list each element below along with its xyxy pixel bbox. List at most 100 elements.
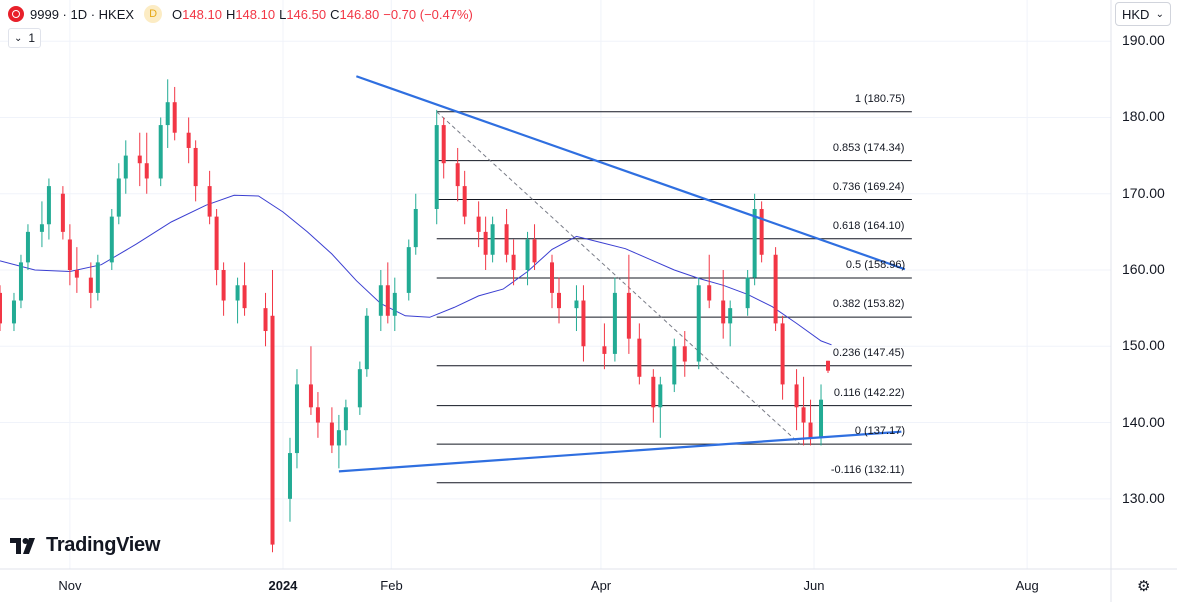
candle-body bbox=[123, 155, 128, 179]
grid-lines bbox=[0, 0, 1111, 569]
candle bbox=[336, 414, 341, 469]
candle-body bbox=[626, 292, 631, 339]
candle bbox=[343, 399, 348, 446]
candle bbox=[794, 369, 799, 431]
candle bbox=[329, 407, 334, 454]
high-label: H bbox=[225, 6, 236, 22]
candle-body bbox=[263, 308, 268, 332]
candle-body bbox=[752, 208, 757, 278]
candle-body bbox=[550, 262, 555, 293]
candle bbox=[221, 262, 226, 316]
candle-body bbox=[602, 346, 607, 354]
candle-body bbox=[637, 338, 642, 377]
indicator-count: 1 bbox=[28, 31, 36, 45]
candle-body bbox=[612, 292, 617, 354]
candle bbox=[109, 208, 114, 271]
candle bbox=[626, 254, 631, 354]
data-delay-badge[interactable]: D bbox=[144, 5, 163, 23]
candle-body bbox=[476, 216, 481, 232]
candle bbox=[39, 201, 44, 248]
retracement-diagonal bbox=[436, 111, 801, 445]
candle-body bbox=[808, 422, 813, 438]
candle-body bbox=[651, 376, 656, 408]
candle-body bbox=[532, 239, 537, 263]
candle bbox=[116, 163, 121, 225]
symbol-info[interactable]: 9999 · 1D · HKEX bbox=[30, 6, 135, 22]
x-tick-label: Nov bbox=[58, 578, 82, 593]
candle-body bbox=[574, 300, 579, 309]
open-label: O bbox=[172, 6, 183, 22]
high-value: 148.10 bbox=[235, 6, 276, 22]
candle-body bbox=[165, 102, 170, 126]
candle bbox=[123, 140, 128, 194]
candle-body bbox=[287, 453, 292, 499]
candle-body bbox=[441, 125, 446, 164]
candle bbox=[193, 140, 198, 202]
moving-average bbox=[0, 194, 832, 346]
candle-body bbox=[294, 384, 299, 454]
symbol-header[interactable]: 9999 · 1D · HKEX D O 148.10 H 148.10 L 1… bbox=[8, 4, 477, 24]
candle-body bbox=[672, 346, 677, 385]
trendlines[interactable] bbox=[338, 75, 906, 473]
candle bbox=[773, 247, 778, 332]
x-tick-label: Jun bbox=[803, 578, 825, 593]
candle bbox=[385, 262, 390, 324]
candle bbox=[574, 285, 579, 332]
candle bbox=[186, 117, 191, 164]
candle-body bbox=[780, 323, 785, 385]
candle-body bbox=[336, 430, 341, 446]
low-value: 146.50 bbox=[286, 6, 327, 22]
candle-body bbox=[67, 239, 72, 271]
candle bbox=[801, 376, 806, 446]
fib-level-label: 1 (180.75) bbox=[854, 92, 905, 105]
y-tick-label: 150.00 bbox=[1122, 337, 1165, 354]
candle bbox=[696, 277, 701, 370]
candle bbox=[315, 392, 320, 438]
candle-body bbox=[658, 384, 663, 408]
open-value: 148.10 bbox=[182, 6, 222, 22]
candle-body bbox=[682, 346, 687, 362]
candle-body bbox=[707, 285, 712, 301]
candle-body bbox=[186, 132, 191, 148]
fib-level-label: 0.618 (164.10) bbox=[832, 219, 905, 232]
candle-body bbox=[490, 224, 495, 255]
candle-body bbox=[39, 224, 44, 232]
candle bbox=[455, 147, 460, 202]
candle bbox=[819, 384, 824, 446]
candle bbox=[525, 231, 530, 286]
candle bbox=[581, 285, 586, 362]
fib-level-label: 0.382 (153.82) bbox=[832, 298, 905, 311]
candle-body bbox=[728, 308, 733, 324]
candle bbox=[214, 208, 219, 286]
candle-body bbox=[207, 186, 212, 217]
candle-body bbox=[696, 285, 701, 362]
candle bbox=[308, 346, 313, 415]
chart-settings-icon[interactable]: ⚙ bbox=[1137, 578, 1151, 595]
candle-body bbox=[109, 216, 114, 263]
candle-body bbox=[392, 292, 397, 316]
candle-body bbox=[95, 262, 100, 293]
y-tick-label: 130.00 bbox=[1122, 489, 1165, 506]
candle-body bbox=[455, 163, 460, 187]
candle bbox=[25, 224, 30, 271]
candle bbox=[263, 292, 268, 347]
candle-body bbox=[721, 300, 726, 324]
y-tick-label: 170.00 bbox=[1122, 184, 1165, 201]
indicators-toggle[interactable]: ⌄ 1 bbox=[8, 28, 42, 48]
x-tick-label: 2024 bbox=[268, 578, 298, 593]
currency-select[interactable]: HKD ⌄ bbox=[1115, 2, 1171, 26]
candle-body bbox=[385, 285, 390, 316]
candle-body bbox=[525, 239, 530, 271]
change-value: −0.70 (−0.47%) bbox=[383, 6, 473, 22]
candle bbox=[602, 323, 607, 370]
candle-body bbox=[826, 360, 831, 371]
candle-body bbox=[364, 315, 369, 370]
candle bbox=[242, 262, 247, 316]
candle-body bbox=[0, 292, 2, 324]
candle bbox=[67, 224, 72, 286]
tradingview-logo-icon bbox=[10, 537, 35, 554]
tradingview-logo[interactable]: TradingView bbox=[10, 534, 160, 557]
candle bbox=[532, 224, 537, 271]
candle-body bbox=[315, 407, 320, 423]
